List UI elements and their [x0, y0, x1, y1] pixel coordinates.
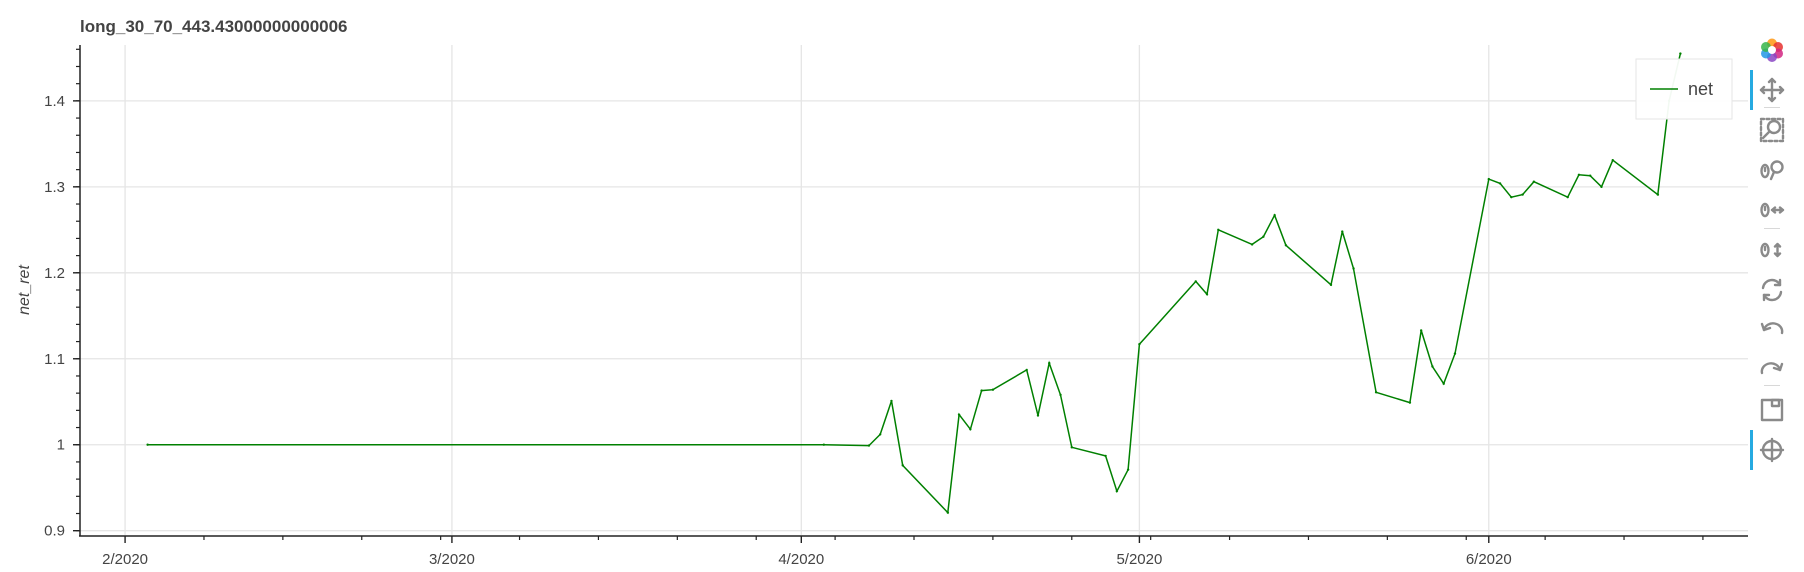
- data-point: [1217, 228, 1220, 232]
- box-zoom-icon: [1759, 117, 1785, 143]
- data-point: [1341, 230, 1344, 233]
- data-point: [1025, 368, 1028, 372]
- data-point: [1600, 185, 1603, 189]
- data-point: [1679, 52, 1682, 55]
- x-wheel-zoom-icon: [1760, 202, 1785, 218]
- y-axis-label: net_ret: [16, 265, 33, 315]
- bokeh-logo-icon: [1761, 38, 1783, 62]
- data-point: [1284, 244, 1288, 247]
- data-point: [1611, 158, 1614, 162]
- series-line-net: [147, 53, 1682, 515]
- data-point: [957, 413, 961, 416]
- chart-title: long_30_70_443.43000000000006: [80, 17, 348, 36]
- box-zoom-tool[interactable]: [1750, 110, 1794, 150]
- data-point: [1048, 361, 1051, 365]
- data-point: [1126, 468, 1130, 471]
- save-tool[interactable]: [1750, 390, 1794, 430]
- toolbar: [1750, 38, 1794, 540]
- data-point: [1577, 173, 1581, 177]
- data-point: [1205, 293, 1209, 296]
- legend: net: [1635, 58, 1733, 120]
- data-point: [1262, 235, 1265, 238]
- data-point: [1566, 195, 1569, 199]
- data-point: [1070, 446, 1073, 449]
- data-point: [1453, 352, 1457, 355]
- data-point: [1273, 214, 1276, 217]
- data-point: [146, 443, 149, 446]
- data-point: [1329, 283, 1333, 287]
- wheel-zoom-icon: [1760, 160, 1784, 181]
- crosshair-icon: [1759, 437, 1785, 463]
- x-tick-label: 5/2020: [1116, 551, 1162, 567]
- pan-icon: [1759, 77, 1785, 103]
- undo-tool[interactable]: [1750, 310, 1794, 350]
- data-point: [867, 444, 871, 447]
- toolbar-divider: [1764, 385, 1780, 386]
- data-point: [1194, 280, 1197, 283]
- data-point: [1374, 391, 1378, 394]
- x-tick-label: 2/2020: [102, 551, 148, 567]
- y-axis: 0.9 1 1.1 1.2 1.3 1.4: [44, 45, 81, 540]
- axes: 0.9 1 1.1 1.2 1.3 1.4 2/2020 3/2020 4/2020 5/202…: [44, 45, 1748, 568]
- data-point: [1059, 393, 1062, 397]
- data-point: [1408, 401, 1412, 404]
- x-wheel-zoom-tool[interactable]: [1750, 190, 1794, 230]
- y-tick-label: 1.4: [44, 93, 65, 110]
- y-tick-label: 1.1: [44, 351, 65, 368]
- data-point: [1104, 454, 1107, 458]
- data-point: [1036, 414, 1040, 417]
- data-point: [1115, 489, 1119, 493]
- data-point: [1532, 180, 1536, 183]
- data-point: [1589, 174, 1592, 177]
- crosshair-tool[interactable]: [1750, 430, 1794, 470]
- data-point: [890, 399, 893, 403]
- data-point: [1521, 193, 1524, 196]
- data-point: [1250, 243, 1254, 246]
- data-point: [1352, 267, 1355, 270]
- y-tick-label: 0.9: [44, 523, 65, 540]
- x-tick-label: 6/2020: [1466, 551, 1512, 567]
- toolbar-divider: [1764, 228, 1780, 229]
- data-point: [1442, 382, 1445, 385]
- data-point: [1138, 342, 1141, 346]
- toolbar-divider: [1764, 107, 1780, 108]
- redo-icon: [1760, 362, 1784, 375]
- series: [146, 52, 1682, 515]
- y-tick-label: 1: [57, 437, 65, 454]
- data-point: [1487, 177, 1490, 181]
- data-point: [1510, 195, 1513, 199]
- grid: [80, 45, 1748, 535]
- data-point: [969, 428, 972, 431]
- reset-icon: [1761, 278, 1783, 302]
- y-wheel-zoom-tool[interactable]: [1750, 230, 1794, 270]
- bokeh-logo-tool[interactable]: [1750, 30, 1794, 70]
- data-point: [946, 511, 950, 514]
- data-point: [991, 388, 995, 391]
- data-point: [1498, 182, 1502, 185]
- data-point: [980, 389, 983, 392]
- y-wheel-zoom-icon: [1760, 242, 1782, 258]
- pan-tool[interactable]: [1750, 70, 1794, 110]
- x-tick-label: 4/2020: [778, 551, 824, 567]
- data-point: [901, 464, 904, 467]
- save-icon: [1760, 398, 1784, 422]
- data-point: [878, 433, 882, 436]
- data-point: [1419, 329, 1423, 332]
- y-tick-label: 1.2: [44, 265, 65, 282]
- x-axis: 2/2020 3/2020 4/2020 5/2020 6/2020: [79, 535, 1748, 568]
- undo-icon: [1760, 322, 1784, 335]
- wheel-zoom-tool[interactable]: [1750, 150, 1794, 190]
- data-point: [1656, 193, 1660, 196]
- x-tick-label: 3/2020: [429, 551, 475, 567]
- y-tick-label: 1.3: [44, 179, 65, 196]
- data-point: [822, 443, 826, 446]
- redo-tool[interactable]: [1750, 350, 1794, 390]
- reset-tool[interactable]: [1750, 270, 1794, 310]
- legend-label: net: [1688, 79, 1713, 99]
- data-point: [1431, 365, 1434, 368]
